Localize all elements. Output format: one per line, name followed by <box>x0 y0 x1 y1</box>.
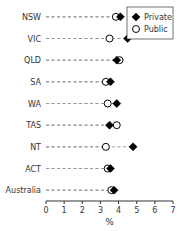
y-tick-label: VIC <box>28 35 42 44</box>
x-tick <box>82 201 83 204</box>
guide-line <box>46 168 110 169</box>
point <box>106 165 114 173</box>
x-tick-label: 3 <box>98 206 103 215</box>
x-tick <box>136 201 137 204</box>
x-tick <box>118 201 119 204</box>
guide-line <box>46 81 106 82</box>
guide-line <box>46 16 120 17</box>
guide-line <box>46 146 106 147</box>
x-axis-line <box>46 201 173 202</box>
guide-line <box>46 38 110 39</box>
point <box>104 100 111 107</box>
guide-line <box>46 190 111 191</box>
x-tick <box>46 201 47 204</box>
chart-svg: 0 1 2 3 4 5 6 7% NSW VIC QLD SA WA TAS NT ACT Australia P… <box>0 0 181 231</box>
legend-symbol <box>132 13 140 21</box>
point <box>113 56 121 64</box>
x-tick-label: 6 <box>152 206 157 215</box>
x-tick <box>173 201 174 204</box>
point <box>102 143 109 150</box>
x-tick <box>154 201 155 204</box>
point <box>106 35 113 42</box>
point <box>116 13 124 21</box>
x-tick-label: 4 <box>116 206 121 215</box>
guide-line <box>46 38 128 39</box>
x-tick <box>64 201 65 204</box>
y-tick-label: SA <box>30 78 41 87</box>
point <box>110 186 118 194</box>
x-tick-label: 0 <box>43 206 48 215</box>
legend: Private Public <box>127 7 173 39</box>
x-tick-label: 1 <box>62 206 67 215</box>
plot-area <box>46 13 137 194</box>
point <box>106 78 114 86</box>
y-tick-label: Australia <box>6 186 41 195</box>
y-tick-label: QLD <box>24 56 41 65</box>
legend-frame <box>127 7 173 39</box>
x-tick-label: 5 <box>134 206 139 215</box>
legend-symbol <box>133 26 140 33</box>
guide-line <box>46 190 114 191</box>
guide-line <box>46 125 110 126</box>
guide-line <box>46 103 108 104</box>
guide-line <box>46 168 108 169</box>
chart-container: 0 1 2 3 4 5 6 7% NSW VIC QLD SA WA TAS NT ACT Australia P… <box>0 0 181 231</box>
point <box>113 122 120 129</box>
y-tick-label: NT <box>30 143 41 152</box>
legend-label: Public <box>144 25 168 34</box>
guide-line <box>46 60 119 61</box>
point <box>113 100 121 108</box>
x-tick-label: 7 <box>170 206 175 215</box>
y-tick-label: ACT <box>25 165 41 174</box>
x-axis-label: % <box>105 217 114 227</box>
y-tick-label: WA <box>28 100 41 109</box>
point <box>129 143 137 151</box>
guide-line <box>46 16 116 17</box>
x-tick <box>100 201 101 204</box>
point <box>106 121 114 129</box>
x-tick-label: 2 <box>80 206 85 215</box>
y-tick-label: NSW <box>22 13 41 22</box>
guide-line <box>46 81 110 82</box>
guide-line <box>46 146 133 147</box>
legend-label: Private <box>144 13 172 22</box>
y-tick-label: TAS <box>25 121 41 130</box>
